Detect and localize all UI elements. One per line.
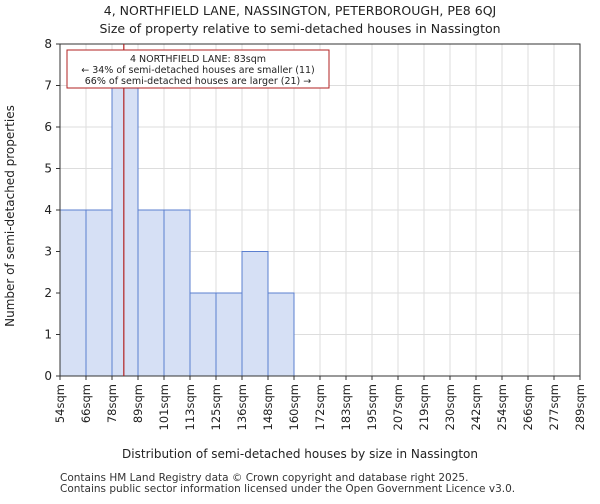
- x-tick-label: 242sqm: [469, 384, 483, 430]
- x-tick-label: 266sqm: [521, 384, 535, 430]
- annotation-line: ← 34% of semi-detached houses are smalle…: [81, 65, 315, 76]
- chart-title: 4, NORTHFIELD LANE, NASSINGTON, PETERBOR…: [104, 3, 496, 18]
- y-tick-label: 0: [44, 369, 52, 383]
- y-tick-label: 6: [44, 120, 52, 134]
- x-tick-label: 219sqm: [417, 384, 431, 430]
- bar: [163, 209, 191, 377]
- x-tick-label: 148sqm: [261, 384, 275, 430]
- x-tick-label: 66sqm: [79, 384, 93, 423]
- bar: [111, 85, 139, 377]
- x-tick-label: 289sqm: [573, 384, 587, 430]
- annotation-line: 66% of semi-detached houses are larger (…: [85, 76, 312, 87]
- chart-subtitle: Size of property relative to semi-detach…: [99, 21, 500, 36]
- y-tick-label: 8: [44, 37, 52, 51]
- x-tick-label: 125sqm: [209, 384, 223, 430]
- y-tick-label: 7: [44, 79, 52, 93]
- x-axis-label: Distribution of semi-detached houses by …: [122, 447, 478, 461]
- y-tick-label: 2: [44, 286, 52, 300]
- bar: [267, 292, 295, 377]
- x-tick-label: 160sqm: [287, 384, 301, 430]
- bar: [59, 209, 87, 377]
- y-axis-label: Number of semi-detached properties: [3, 105, 17, 327]
- bars: [59, 85, 295, 377]
- x-ticks: 54sqm 66sqm 78sqm 89sqm 101sqm 113sqm 125sqm 13…: [53, 376, 587, 430]
- x-tick-label: 172sqm: [313, 384, 327, 430]
- x-tick-label: 277sqm: [547, 384, 561, 430]
- x-tick-label: 183sqm: [339, 384, 353, 430]
- x-tick-label: 230sqm: [443, 384, 457, 430]
- y-tick-label: 5: [44, 162, 52, 176]
- annotation-line: 4 NORTHFIELD LANE: 83sqm: [130, 54, 266, 65]
- x-tick-label: 113sqm: [183, 384, 197, 430]
- bar: [241, 251, 269, 377]
- y-ticks: 0 1 2 3 4 5 6 7 8: [44, 37, 60, 383]
- x-tick-label: 78sqm: [105, 384, 119, 423]
- bar: [137, 209, 165, 377]
- y-tick-label: 3: [44, 245, 52, 259]
- x-tick-label: 89sqm: [131, 384, 145, 423]
- footer-line-2: Contains public sector information licen…: [60, 483, 516, 495]
- footer-line-1: Contains HM Land Registry data © Crown c…: [60, 472, 469, 484]
- x-tick-label: 207sqm: [391, 384, 405, 430]
- bar: [215, 292, 243, 377]
- annotation-box: [66, 49, 330, 89]
- x-tick-label: 254sqm: [495, 384, 509, 430]
- x-tick-label: 136sqm: [235, 384, 249, 430]
- x-tick-label: 195sqm: [365, 384, 379, 430]
- bar: [85, 209, 113, 377]
- y-tick-label: 1: [44, 328, 52, 342]
- x-tick-label: 54sqm: [53, 384, 67, 423]
- marker: 4 NORTHFIELD LANE: 83sqm← 34% of semi-de…: [66, 44, 330, 376]
- x-tick-label: 101sqm: [157, 384, 171, 430]
- bar: [189, 292, 217, 377]
- y-tick-label: 4: [44, 203, 52, 217]
